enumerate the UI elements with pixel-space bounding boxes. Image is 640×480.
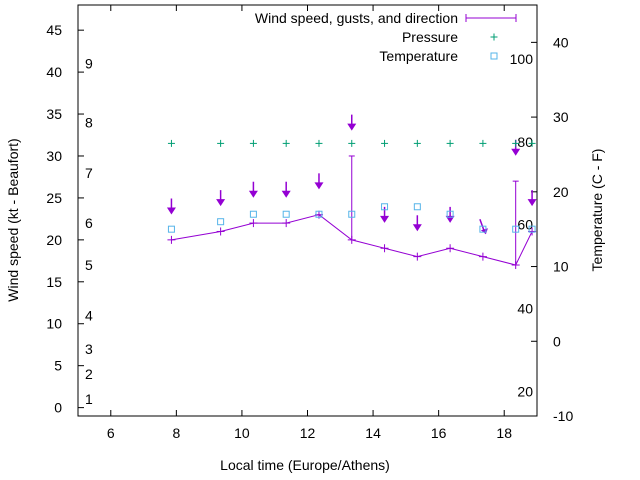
beaufort-label: 2	[85, 366, 93, 382]
wind-arrow-head	[216, 199, 226, 207]
temperature-point	[413, 203, 421, 211]
temperature-point	[528, 225, 536, 233]
y2-tick-label: 30	[553, 109, 569, 125]
wind-speed-line	[171, 214, 533, 266]
y2-tick-label: 40	[553, 34, 569, 50]
legend-swatch-square	[490, 52, 498, 60]
x-tick-label: 6	[107, 425, 115, 441]
wind-arrow-head	[314, 182, 324, 190]
wind-arrow-head	[412, 224, 422, 232]
temperature-point	[446, 210, 454, 218]
x-tick-label: 10	[234, 425, 250, 441]
temperature-point	[348, 210, 356, 218]
legend-label: Temperature	[379, 48, 458, 64]
fahrenheit-label: 20	[517, 383, 533, 399]
beaufort-label: 1	[85, 391, 93, 407]
wind-direction-arrow	[412, 215, 422, 232]
x-tick-label: 8	[172, 425, 180, 441]
y-tick-label: 5	[54, 358, 62, 374]
legend-label: Pressure	[402, 29, 458, 45]
y-tick-label: 20	[46, 232, 62, 248]
wind-direction-arrow	[166, 198, 176, 215]
beaufort-label: 8	[85, 114, 93, 130]
wind-arrow-shaft	[479, 219, 485, 231]
beaufort-label: 6	[85, 215, 93, 231]
y2-axis-label: Temperature (C - F)	[589, 149, 605, 272]
wind-direction-arrow	[281, 181, 291, 198]
fahrenheit-label: 100	[510, 51, 534, 67]
temperature-point	[167, 225, 175, 233]
temperature-point	[512, 225, 520, 233]
y-tick-label: 40	[46, 64, 62, 80]
y2-tick-label: -10	[553, 408, 573, 424]
plot-frame	[77, 4, 538, 417]
y2-tick-label: 10	[553, 259, 569, 275]
fahrenheit-label: 40	[517, 300, 533, 316]
wind-arrow-head	[511, 148, 521, 156]
wind-direction-arrow	[248, 181, 258, 198]
beaufort-label: 7	[85, 165, 93, 181]
x-tick-label: 18	[496, 425, 512, 441]
fahrenheit-label: 60	[517, 217, 533, 233]
x-tick-label: 12	[300, 425, 316, 441]
temperature-point	[479, 225, 487, 233]
temperature-point	[282, 210, 290, 218]
y-tick-label: 10	[46, 316, 62, 332]
x-axis-label: Local time (Europe/Athens)	[220, 457, 390, 473]
y-tick-label: 25	[46, 190, 62, 206]
x-tick-label: 14	[365, 425, 381, 441]
y2-tick-label: 20	[553, 184, 569, 200]
y-axis-label: Wind speed (kt - Beaufort)	[5, 138, 21, 301]
wind-arrow-head	[380, 215, 390, 223]
wind-direction-arrow	[527, 190, 537, 207]
beaufort-label: 9	[85, 56, 93, 72]
temperature-point	[249, 210, 257, 218]
x-tick-label: 16	[431, 425, 447, 441]
temperature-point	[315, 210, 323, 218]
wind-direction-arrow	[314, 173, 324, 190]
wind-direction-arrow	[216, 190, 226, 207]
y2-tick-label: 0	[553, 333, 561, 349]
y-tick-label: 35	[46, 106, 62, 122]
wind-arrow-head	[248, 190, 258, 198]
wind-arrow-head	[281, 190, 291, 198]
beaufort-label: 5	[85, 257, 93, 273]
wind-direction-arrow	[380, 206, 390, 223]
wind-direction-arrow	[347, 114, 357, 131]
wind-arrow-head	[480, 228, 488, 235]
temperature-point	[381, 203, 389, 211]
y-tick-label: 15	[46, 274, 62, 290]
y-tick-label: 45	[46, 22, 62, 38]
y-tick-label: 0	[54, 400, 62, 416]
temperature-point	[217, 218, 225, 226]
legend-label: Wind speed, gusts, and direction	[255, 10, 458, 26]
y-tick-label: 30	[46, 148, 62, 164]
beaufort-label: 3	[85, 341, 93, 357]
beaufort-label: 4	[85, 307, 93, 323]
wind-arrow-head	[527, 199, 537, 207]
wind-arrow-head	[347, 123, 357, 131]
wind-arrow-head	[166, 207, 176, 215]
fahrenheit-label: 80	[517, 134, 533, 150]
